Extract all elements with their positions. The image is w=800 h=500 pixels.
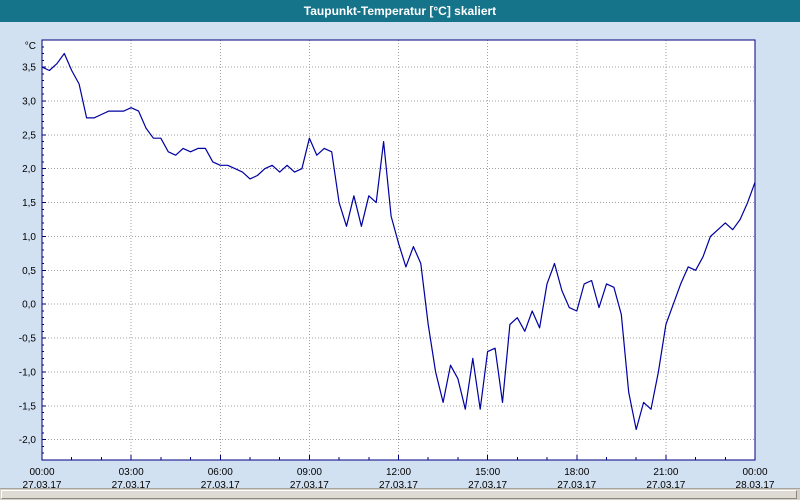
svg-text:27.03.17: 27.03.17 [290, 480, 329, 488]
svg-text:09:00: 09:00 [297, 467, 322, 478]
svg-text:3,0: 3,0 [22, 96, 36, 107]
page-title: Taupunkt-Temperatur [°C] skaliert [303, 4, 497, 18]
svg-text:28.03.17: 28.03.17 [736, 480, 775, 488]
svg-text:03:00: 03:00 [119, 467, 144, 478]
svg-text:0,0: 0,0 [22, 300, 36, 311]
svg-text:°C: °C [25, 41, 36, 52]
horizontal-scrollbar-track[interactable] [0, 488, 800, 500]
svg-text:-1,5: -1,5 [19, 401, 37, 412]
window-title-bar: Taupunkt-Temperatur [°C] skaliert [0, 0, 800, 22]
svg-text:27.03.17: 27.03.17 [557, 480, 596, 488]
svg-text:0,5: 0,5 [22, 266, 36, 277]
svg-text:12:00: 12:00 [386, 467, 411, 478]
svg-text:27.03.17: 27.03.17 [112, 480, 151, 488]
svg-text:3,5: 3,5 [22, 63, 36, 74]
dewpoint-line-chart: °C 3,5 3,0 2,5 2,0 1,5 1,0 0,5 0,0 -0,5 -1,0 -1,5 -2… [19, 39, 775, 488]
svg-text:-2,0: -2,0 [19, 435, 37, 446]
svg-text:2,5: 2,5 [22, 130, 36, 141]
svg-text:06:00: 06:00 [208, 467, 233, 478]
svg-text:-0,5: -0,5 [19, 334, 37, 345]
svg-text:-1,0: -1,0 [19, 367, 37, 378]
scrollbar-thumb[interactable] [1, 490, 797, 499]
chart-plot-area: °C 3,5 3,0 2,5 2,0 1,5 1,0 0,5 0,0 -0,5 -1,0 -1,5 -2… [0, 22, 800, 488]
svg-text:21:00: 21:00 [653, 467, 678, 478]
svg-text:15:00: 15:00 [475, 467, 500, 478]
svg-text:27.03.17: 27.03.17 [379, 480, 418, 488]
svg-text:27.03.17: 27.03.17 [646, 480, 685, 488]
svg-text:1,0: 1,0 [22, 232, 36, 243]
svg-text:27.03.17: 27.03.17 [23, 480, 62, 488]
svg-text:27.03.17: 27.03.17 [468, 480, 507, 488]
svg-text:2,0: 2,0 [22, 164, 36, 175]
svg-text:27.03.17: 27.03.17 [201, 480, 240, 488]
svg-text:00:00: 00:00 [29, 467, 54, 478]
svg-text:1,5: 1,5 [22, 198, 36, 209]
svg-text:00:00: 00:00 [742, 467, 767, 478]
svg-text:18:00: 18:00 [564, 467, 589, 478]
